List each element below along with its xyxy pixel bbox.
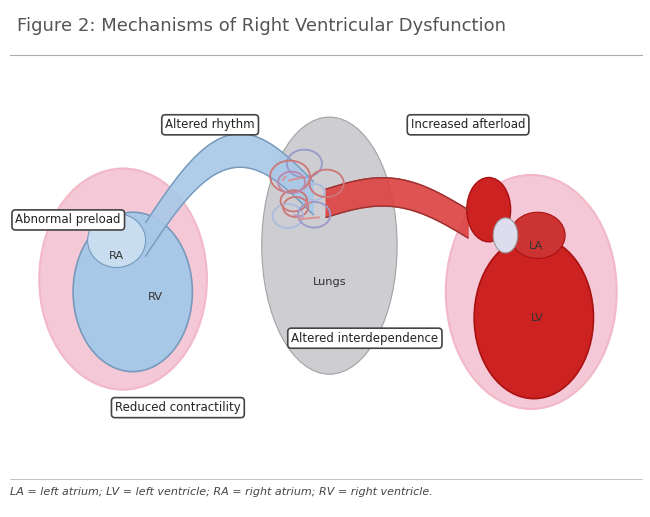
Text: Altered interdependence: Altered interdependence — [291, 332, 439, 345]
Ellipse shape — [510, 212, 565, 258]
Ellipse shape — [467, 177, 511, 242]
Text: LA = left atrium; LV = left ventricle; RA = right atrium; RV = right ventricle.: LA = left atrium; LV = left ventricle; R… — [10, 488, 433, 497]
Polygon shape — [146, 134, 313, 256]
Text: RV: RV — [148, 292, 162, 302]
Ellipse shape — [493, 218, 517, 253]
Ellipse shape — [474, 237, 593, 399]
Text: Figure 2: Mechanisms of Right Ventricular Dysfunction: Figure 2: Mechanisms of Right Ventricula… — [17, 17, 506, 35]
Ellipse shape — [446, 175, 617, 409]
Text: Altered rhythm: Altered rhythm — [165, 118, 255, 131]
Ellipse shape — [262, 117, 397, 374]
Text: Abnormal preload: Abnormal preload — [16, 214, 121, 226]
Ellipse shape — [88, 214, 146, 267]
Text: Reduced contractility: Reduced contractility — [115, 401, 240, 414]
Ellipse shape — [73, 212, 192, 372]
Text: Lungs: Lungs — [313, 277, 346, 286]
Text: LV: LV — [531, 313, 544, 323]
Text: LA: LA — [528, 240, 543, 251]
Text: Increased afterload: Increased afterload — [411, 118, 525, 131]
Polygon shape — [326, 178, 468, 238]
Text: RA: RA — [109, 251, 124, 261]
Ellipse shape — [39, 169, 207, 390]
